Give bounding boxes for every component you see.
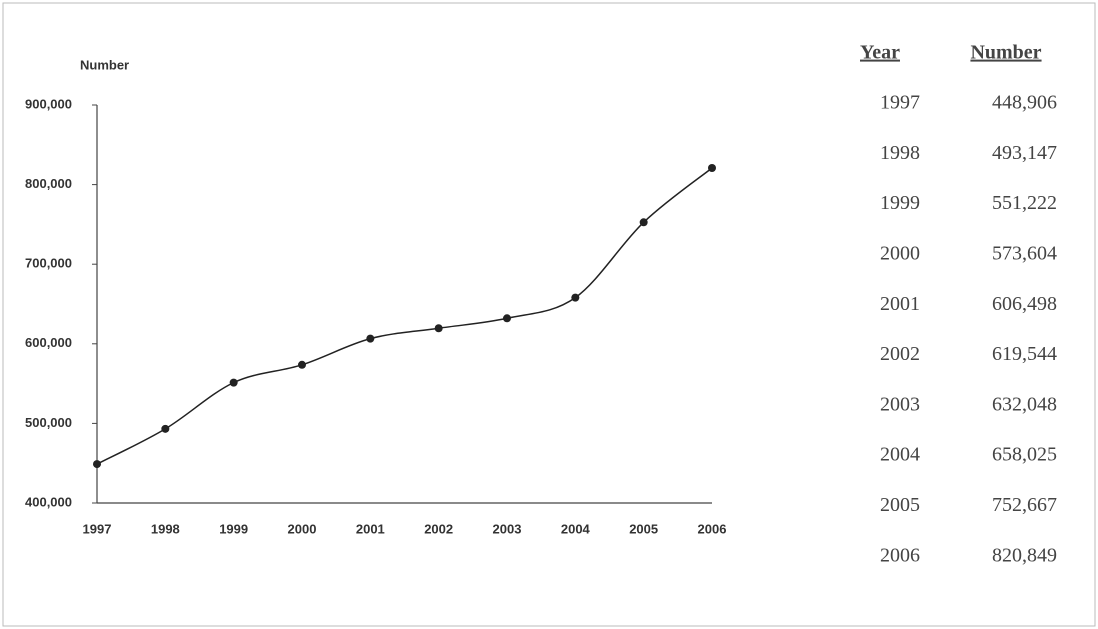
y-tick-label: 500,000: [25, 415, 72, 430]
data-point: [708, 164, 716, 173]
table-number: 448,906: [992, 92, 1057, 114]
table-number: 573,604: [992, 242, 1057, 264]
table-year: 2002: [880, 343, 920, 365]
y-axis-label: Number: [80, 57, 129, 72]
table-header: Year: [860, 42, 900, 64]
x-tick-label: 2000: [288, 521, 317, 536]
y-tick-label: 400,000: [25, 494, 72, 509]
table-number: 658,025: [992, 444, 1057, 466]
table-year: 2005: [880, 494, 920, 516]
table-number: 606,498: [992, 293, 1057, 315]
x-tick-label: 2003: [493, 521, 522, 536]
x-tick-label: 1997: [83, 521, 112, 536]
data-point: [298, 360, 306, 369]
x-tick-label: 2001: [356, 521, 385, 536]
y-tick-label: 900,000: [25, 96, 72, 111]
y-tick-label: 600,000: [25, 335, 72, 350]
table-year: 2004: [880, 444, 920, 466]
table-number: 619,544: [992, 343, 1057, 365]
x-tick-label: 2002: [424, 521, 453, 536]
table-number: 752,667: [992, 494, 1057, 516]
data-point: [571, 293, 580, 302]
table-header: Number: [970, 42, 1041, 64]
y-tick-label: 800,000: [25, 176, 72, 191]
y-tick-label: 700,000: [25, 256, 72, 271]
table-number: 632,048: [992, 393, 1057, 415]
x-tick-label: 1998: [151, 521, 180, 536]
table-year: 2001: [880, 293, 920, 315]
data-point: [639, 218, 648, 227]
data-point: [503, 314, 511, 323]
table-number: 551,222: [992, 192, 1057, 214]
table-number: 820,849: [992, 544, 1057, 566]
table-year: 1999: [880, 192, 920, 214]
table-year: 2003: [880, 393, 920, 415]
x-tick-label: 2005: [629, 521, 658, 536]
table-year: 1997: [880, 92, 920, 114]
table-year: 2006: [880, 544, 920, 566]
data-point: [229, 378, 238, 387]
table-year: 1998: [880, 142, 920, 164]
x-tick-label: 2006: [698, 521, 727, 536]
table-year: 2000: [880, 242, 920, 264]
data-point: [93, 460, 101, 469]
data-point: [161, 424, 170, 433]
data-point: [366, 334, 375, 343]
data-point: [434, 324, 443, 333]
table-number: 493,147: [992, 142, 1057, 164]
x-tick-label: 2004: [561, 521, 591, 536]
x-tick-label: 1999: [219, 521, 248, 536]
data-line: [96, 167, 713, 465]
